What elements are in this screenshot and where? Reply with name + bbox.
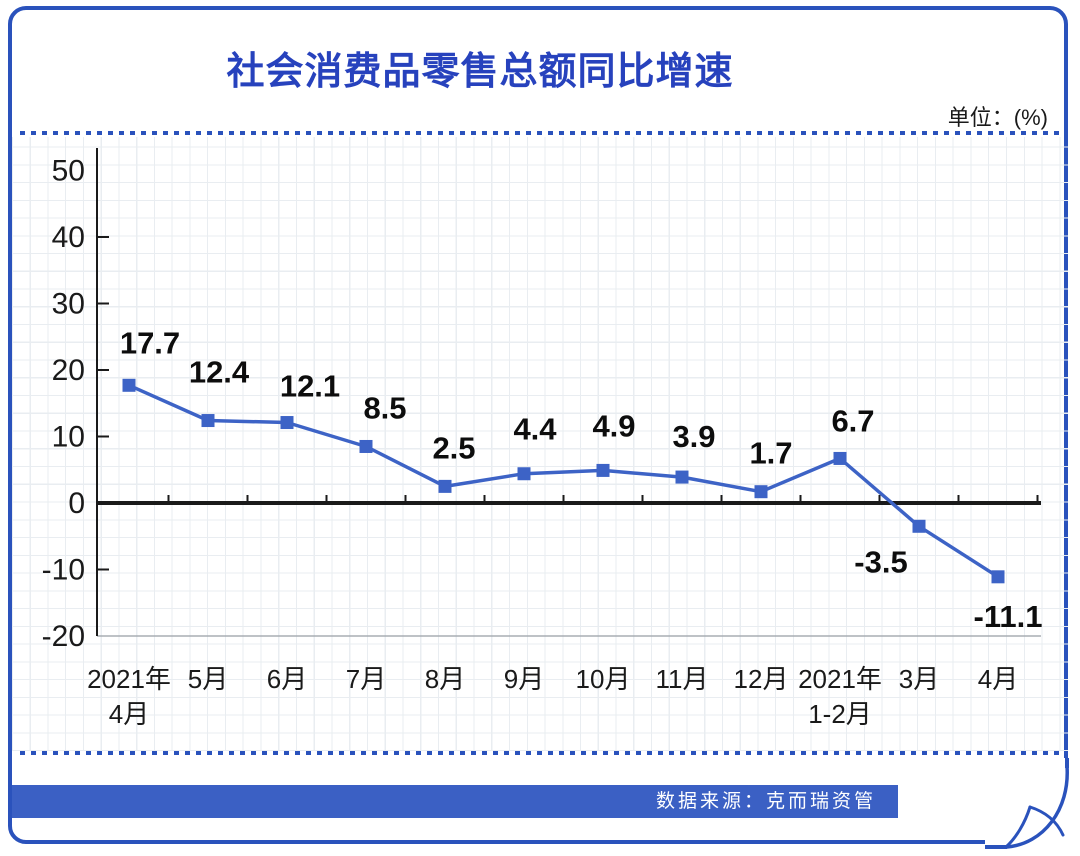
data-point-marker	[833, 451, 847, 465]
data-point-marker	[359, 439, 373, 453]
chart-svg: 50 40 30 20 10 0 -10 -20 17.7 12.4 12.1 8.5 2.5 4.4 4.…	[42, 148, 1043, 729]
data-value-label: 8.5	[363, 390, 406, 425]
footer-source-bar: 数据来源：克而瑞资管	[12, 785, 898, 818]
data-value-label: 1.7	[749, 436, 792, 471]
data-point-marker	[754, 485, 768, 499]
chart-title: 社会消费品零售总额同比增速	[226, 51, 734, 93]
data-value-label: 6.7	[831, 403, 874, 438]
x-tick-label: 11月	[656, 664, 709, 694]
y-tick-label: 40	[52, 221, 85, 254]
x-tick-label: 5月	[188, 664, 228, 694]
x-tick-label: 12月	[734, 664, 789, 694]
x-tick-label: 10月	[576, 664, 631, 694]
data-value-label: -11.1	[974, 599, 1043, 634]
data-point-marker	[438, 479, 452, 493]
curl-outer-curve	[1005, 764, 1069, 849]
data-point-marker	[675, 470, 689, 484]
x-tick-label: 7月	[346, 664, 386, 694]
page-curl-icon	[985, 758, 1080, 856]
curl-fold-right	[1028, 805, 1065, 837]
footer-source-label: 数据来源：克而瑞资管	[655, 791, 876, 812]
data-point-marker	[280, 416, 294, 430]
unit-label: 单位：(%)	[947, 105, 1048, 130]
data-value-label: 4.4	[513, 412, 557, 447]
data-point-marker	[517, 467, 531, 481]
top-dotted-divider	[20, 131, 1060, 135]
data-value-label: 2.5	[432, 430, 475, 465]
data-line	[127, 383, 1000, 579]
curl-fold-left	[1004, 805, 1032, 849]
x-tick-label: 8月	[425, 664, 465, 694]
y-tick-label: 50	[52, 155, 85, 188]
x-tick-label: 2021年 1-2月	[798, 664, 882, 729]
y-tick-label: -10	[42, 554, 85, 587]
x-tick-label: 3月	[899, 664, 939, 694]
y-tick-label: 30	[52, 288, 85, 321]
data-value-label: 3.9	[672, 419, 715, 454]
graph-paper-grid	[12, 137, 1068, 751]
data-value-label: 4.9	[592, 408, 635, 443]
data-point-marker	[991, 570, 1005, 584]
x-tick-label: 4月	[978, 664, 1018, 694]
data-value-label: 12.4	[189, 355, 250, 390]
y-tick-label: 10	[52, 421, 85, 454]
y-tick-label: -20	[42, 620, 85, 653]
x-tick-label: 9月	[504, 664, 544, 694]
data-point-marker	[912, 519, 926, 533]
data-value-label: 17.7	[120, 325, 180, 360]
data-value-label: -3.5	[854, 544, 907, 579]
data-value-label: 12.1	[280, 369, 340, 404]
bottom-dotted-divider	[20, 751, 1060, 755]
x-tick-label: 6月	[267, 664, 307, 694]
data-point-marker	[596, 463, 610, 477]
data-point-marker	[201, 414, 215, 428]
y-tick-label: 0	[68, 487, 85, 520]
y-tick-label: 20	[52, 354, 85, 387]
data-point-marker	[122, 378, 136, 392]
x-tick-label: 2021年 4月	[87, 664, 171, 729]
